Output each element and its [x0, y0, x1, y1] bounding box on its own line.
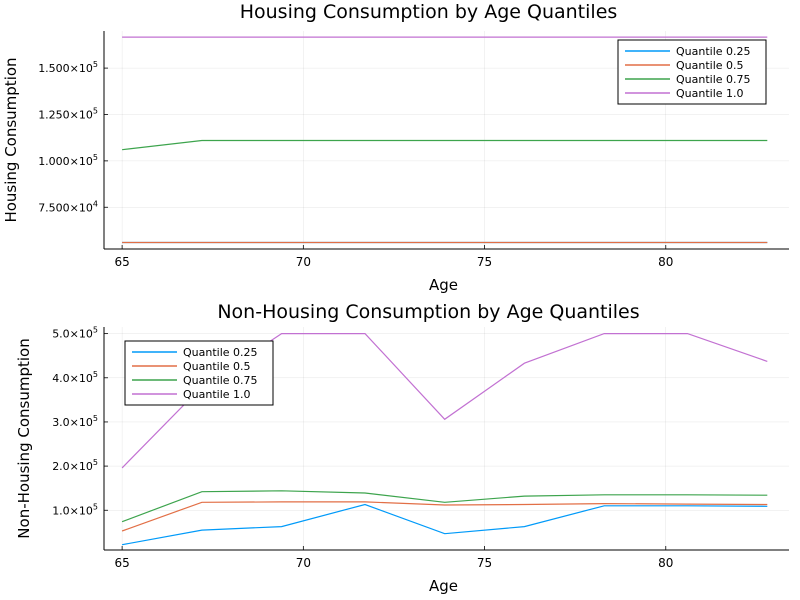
x-tick-label: 70 [296, 556, 311, 570]
x-tick-label: 70 [296, 255, 311, 269]
y-tick-label: 1.0×105 [52, 502, 98, 517]
legend-label: Quantile 1.0 [183, 388, 251, 401]
series-line [121, 490, 768, 523]
series-line [122, 139, 768, 151]
x-tick-label: 65 [114, 556, 129, 570]
x-tick-label: 80 [658, 255, 673, 269]
x-axis-label: Age [429, 276, 458, 294]
legend-label: Quantile 0.5 [676, 59, 744, 72]
y-tick-label: 1.000×105 [38, 153, 98, 168]
x-tick-label: 80 [658, 556, 673, 570]
y-tick-label: 3.0×105 [52, 414, 98, 429]
legend-label: Quantile 0.75 [183, 374, 258, 387]
chart-title: Non-Housing Consumption by Age Quantiles [217, 301, 639, 323]
legend-label: Quantile 0.25 [183, 346, 258, 359]
y-tick-label: 4.0×105 [52, 370, 98, 385]
y-axis-label: Housing Consumption [2, 57, 20, 222]
x-tick-label: 75 [477, 556, 492, 570]
legend-label: Quantile 0.25 [676, 45, 751, 58]
y-tick-label: 2.0×105 [52, 458, 98, 473]
y-tick-label: 7.500×104 [38, 199, 98, 214]
y-axis-label: Non-Housing Consumption [15, 338, 33, 538]
chart-title: Housing Consumption by Age Quantiles [240, 1, 618, 23]
chart-2: 65 70 75 80 1.0×105 2.0×105 3.0×105 4.0×105 5.0×… [15, 301, 789, 595]
legend-label: Quantile 0.5 [183, 360, 251, 373]
y-tick-label: 1.250×105 [38, 106, 98, 121]
legend-label: Quantile 1.0 [676, 87, 744, 100]
legend-label: Quantile 0.75 [676, 73, 751, 86]
y-tick-label: 1.500×105 [38, 60, 98, 75]
series-line [121, 503, 768, 546]
x-tick-label: 65 [114, 255, 129, 269]
x-tick-label: 75 [477, 255, 492, 269]
series-line [121, 501, 768, 532]
y-tick-label: 5.0×105 [52, 326, 98, 341]
x-axis-label: Age [429, 577, 458, 595]
chart-1: 65 70 75 80 7.500×104 1.000×105 1.250×105 1.500… [2, 1, 789, 294]
